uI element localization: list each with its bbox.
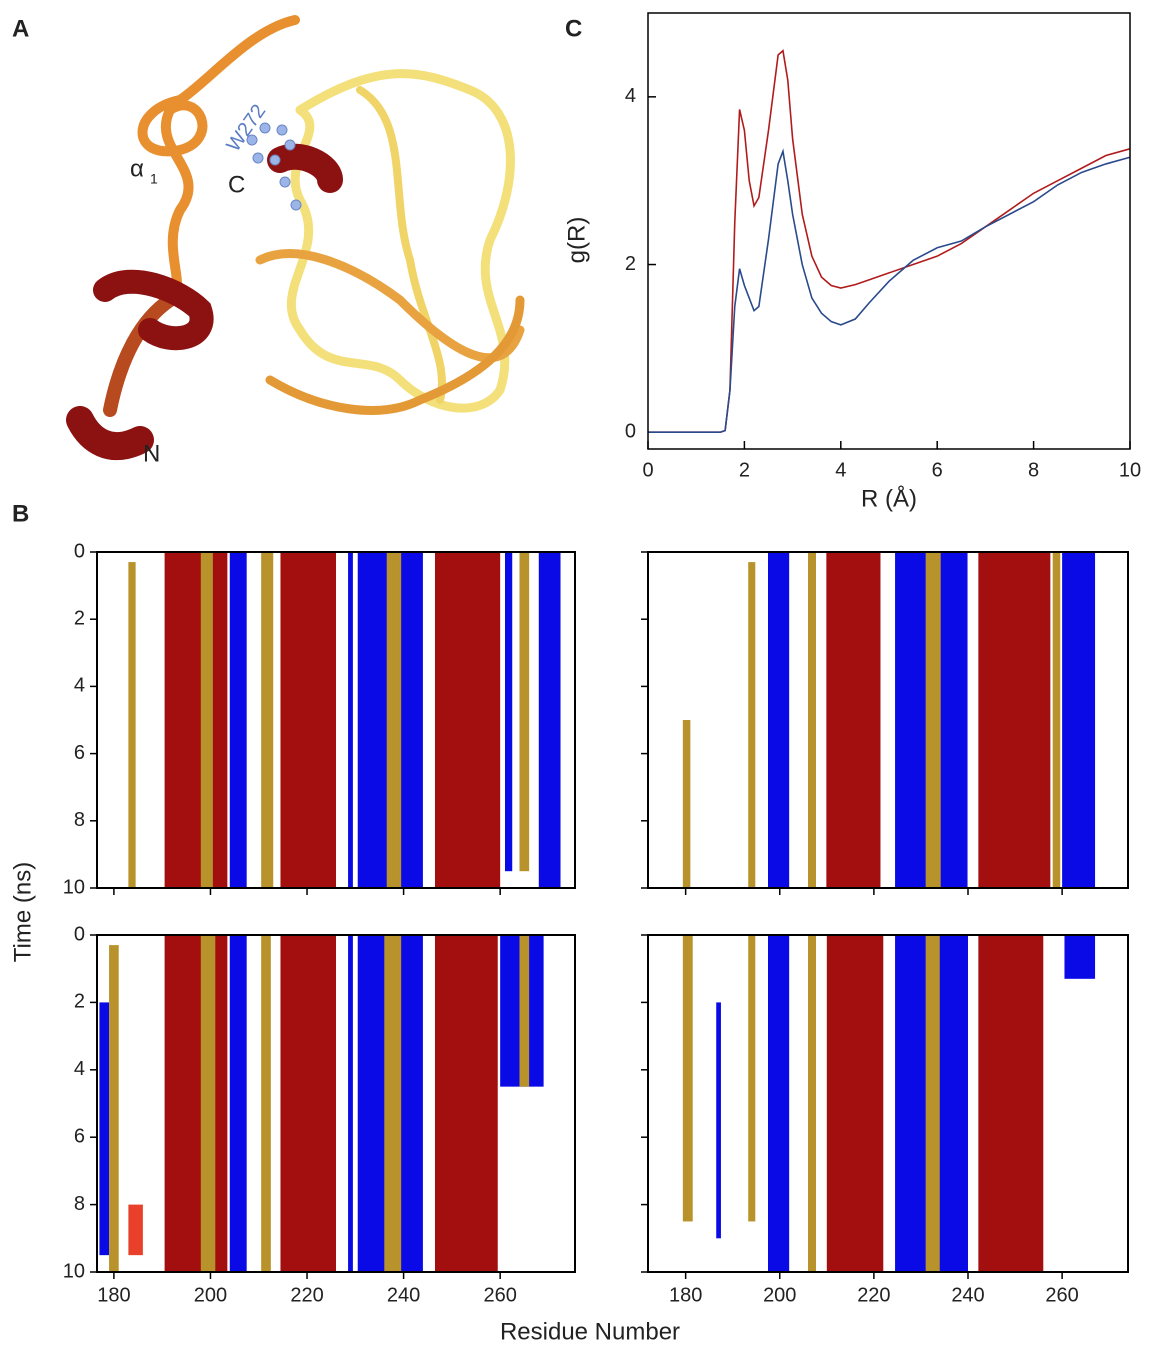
y-tick-label: 2 — [74, 991, 85, 1013]
structure-band — [1064, 935, 1096, 979]
structure-band — [682, 935, 693, 1222]
y-tick-label: 8 — [74, 809, 85, 831]
structure-band — [434, 935, 498, 1272]
panel-label: A — [12, 15, 29, 42]
plot-frame — [96, 551, 576, 889]
plot-frame — [647, 934, 1129, 1273]
plot-frame — [96, 934, 576, 1273]
structure-band — [261, 552, 274, 888]
x-tick-label: 260 — [1045, 1284, 1078, 1306]
x-axis-title: Residue Number — [500, 1318, 680, 1345]
protein-illustration — [66, 15, 525, 460]
structure-band — [519, 552, 530, 872]
x-tick-label: 8 — [1028, 459, 1039, 481]
structure-band — [748, 562, 756, 888]
plot-frame — [647, 551, 1129, 889]
structure-band — [229, 552, 247, 888]
structure-band — [348, 935, 353, 1272]
plot-frame — [647, 12, 1131, 450]
x-tick-label: 0 — [642, 459, 653, 481]
y-tick-label: 4 — [625, 85, 636, 107]
x-tick-label: 2 — [739, 459, 750, 481]
structure-band — [519, 935, 530, 1087]
structure-band — [925, 935, 940, 1272]
y-tick-label: 6 — [74, 1125, 85, 1147]
structure-band — [384, 935, 402, 1272]
x-tick-label: 260 — [483, 1284, 516, 1306]
structure-band — [1052, 552, 1061, 888]
structure-band — [826, 552, 881, 888]
structure-band — [434, 552, 501, 888]
structure-band — [200, 935, 216, 1272]
y-tick-label: 4 — [74, 1058, 85, 1080]
terminus-label: C — [228, 171, 245, 198]
y-tick-label: 6 — [74, 742, 85, 764]
panel-label: C — [565, 15, 582, 42]
data-line — [648, 49, 1131, 434]
structure-band — [280, 552, 336, 888]
x-tick-label: 6 — [932, 459, 943, 481]
y-tick-label: 0 — [74, 923, 85, 945]
y-tick-label: 2 — [74, 607, 85, 629]
structure-band — [128, 562, 136, 888]
structure-band — [978, 935, 1044, 1272]
x-tick-label: 200 — [763, 1284, 796, 1306]
structure-band — [128, 1204, 143, 1256]
structure-band — [164, 935, 228, 1272]
y-axis-title: Time (ns) — [9, 862, 36, 962]
x-tick-label: 220 — [857, 1284, 890, 1306]
panel-label: B — [12, 500, 29, 527]
helix-label-sub: 1 — [150, 171, 158, 187]
y-tick-label: 2 — [625, 253, 636, 275]
x-tick-label: 240 — [951, 1284, 984, 1306]
structure-band — [109, 945, 119, 1272]
structure-band — [716, 1002, 721, 1239]
x-axis-title: R (Å) — [861, 484, 917, 512]
x-tick-label: 180 — [669, 1284, 702, 1306]
structure-band — [386, 552, 402, 888]
x-tick-label: 4 — [835, 459, 846, 481]
x-tick-label: 240 — [387, 1284, 420, 1306]
structure-band — [826, 935, 884, 1272]
y-tick-label: 0 — [74, 540, 85, 562]
structure-band — [164, 552, 228, 888]
y-tick-label: 10 — [63, 1260, 85, 1282]
y-axis-title: g(R) — [563, 217, 590, 264]
x-tick-label: 10 — [1119, 459, 1141, 481]
terminus-label: N — [143, 440, 160, 467]
x-tick-label: 220 — [290, 1284, 323, 1306]
data-line — [648, 148, 1131, 434]
y-tick-label: 4 — [74, 675, 85, 697]
structure-band — [99, 1002, 110, 1256]
structure-band — [682, 720, 691, 888]
x-tick-label: 200 — [194, 1284, 227, 1306]
structure-band — [504, 552, 513, 872]
structure-band — [808, 935, 816, 1272]
structure-band — [280, 935, 336, 1272]
y-tick-label: 0 — [625, 421, 636, 443]
structure-band — [261, 935, 271, 1272]
x-tick-label: 180 — [97, 1284, 130, 1306]
structure-band — [748, 935, 756, 1222]
structure-band — [348, 552, 353, 888]
structure-band — [1062, 552, 1096, 888]
y-tick-label: 10 — [63, 876, 85, 898]
structure-band — [768, 552, 790, 888]
structure-band — [200, 552, 213, 888]
structure-band — [978, 552, 1051, 888]
structure-band — [808, 552, 816, 888]
structure-band — [538, 552, 561, 888]
structure-band — [768, 935, 790, 1272]
structure-band — [925, 552, 941, 888]
y-tick-label: 8 — [74, 1193, 85, 1215]
structure-band — [229, 935, 247, 1272]
helix-label: α — [130, 155, 144, 182]
